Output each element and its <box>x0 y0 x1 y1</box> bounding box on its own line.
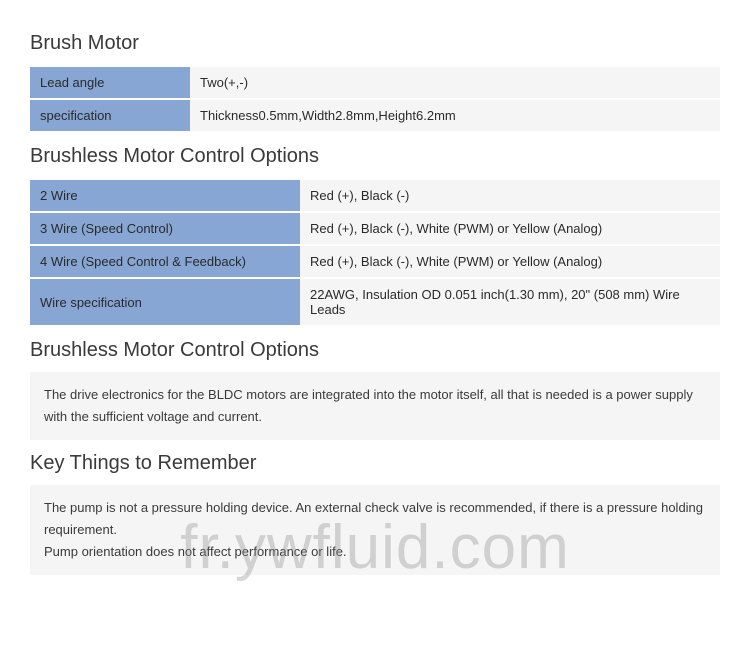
table-row: 2 Wire Red (+), Black (-) <box>30 180 720 211</box>
brushless-options-info-box: The drive electronics for the BLDC motor… <box>30 372 720 440</box>
spec-label: specification <box>30 100 190 131</box>
table-row: specification Thickness0.5mm,Width2.8mm,… <box>30 100 720 131</box>
table-row: Lead angle Two(+,-) <box>30 67 720 98</box>
spec-label: Lead angle <box>30 67 190 98</box>
spec-value: Two(+,-) <box>190 67 720 98</box>
spec-label: 2 Wire <box>30 180 300 211</box>
key-things-info-box: The pump is not a pressure holding devic… <box>30 485 720 575</box>
key-things-heading: Key Things to Remember <box>30 452 720 475</box>
table-row: 4 Wire (Speed Control & Feedback) Red (+… <box>30 246 720 277</box>
spec-value: 22AWG, Insulation OD 0.051 inch(1.30 mm)… <box>300 279 720 325</box>
spec-label: Wire specification <box>30 279 300 325</box>
spec-label: 3 Wire (Speed Control) <box>30 213 300 244</box>
info-paragraph: The drive electronics for the BLDC motor… <box>44 387 693 424</box>
brush-motor-heading: Brush Motor <box>30 32 720 55</box>
brushless-options-text-heading: Brushless Motor Control Options <box>30 339 720 362</box>
info-line: The pump is not a pressure holding devic… <box>44 500 703 537</box>
spec-value: Red (+), Black (-), White (PWM) or Yello… <box>300 213 720 244</box>
brushless-options-table: 2 Wire Red (+), Black (-) 3 Wire (Speed … <box>30 178 720 327</box>
spec-value: Thickness0.5mm,Width2.8mm,Height6.2mm <box>190 100 720 131</box>
table-row: 3 Wire (Speed Control) Red (+), Black (-… <box>30 213 720 244</box>
table-row: Wire specification 22AWG, Insulation OD … <box>30 279 720 325</box>
spec-value: Red (+), Black (-) <box>300 180 720 211</box>
brushless-options-table-heading: Brushless Motor Control Options <box>30 145 720 168</box>
brush-motor-table: Lead angle Two(+,-) specification Thickn… <box>30 65 720 133</box>
spec-label: 4 Wire (Speed Control & Feedback) <box>30 246 300 277</box>
info-line: Pump orientation does not affect perform… <box>44 544 347 559</box>
spec-value: Red (+), Black (-), White (PWM) or Yello… <box>300 246 720 277</box>
